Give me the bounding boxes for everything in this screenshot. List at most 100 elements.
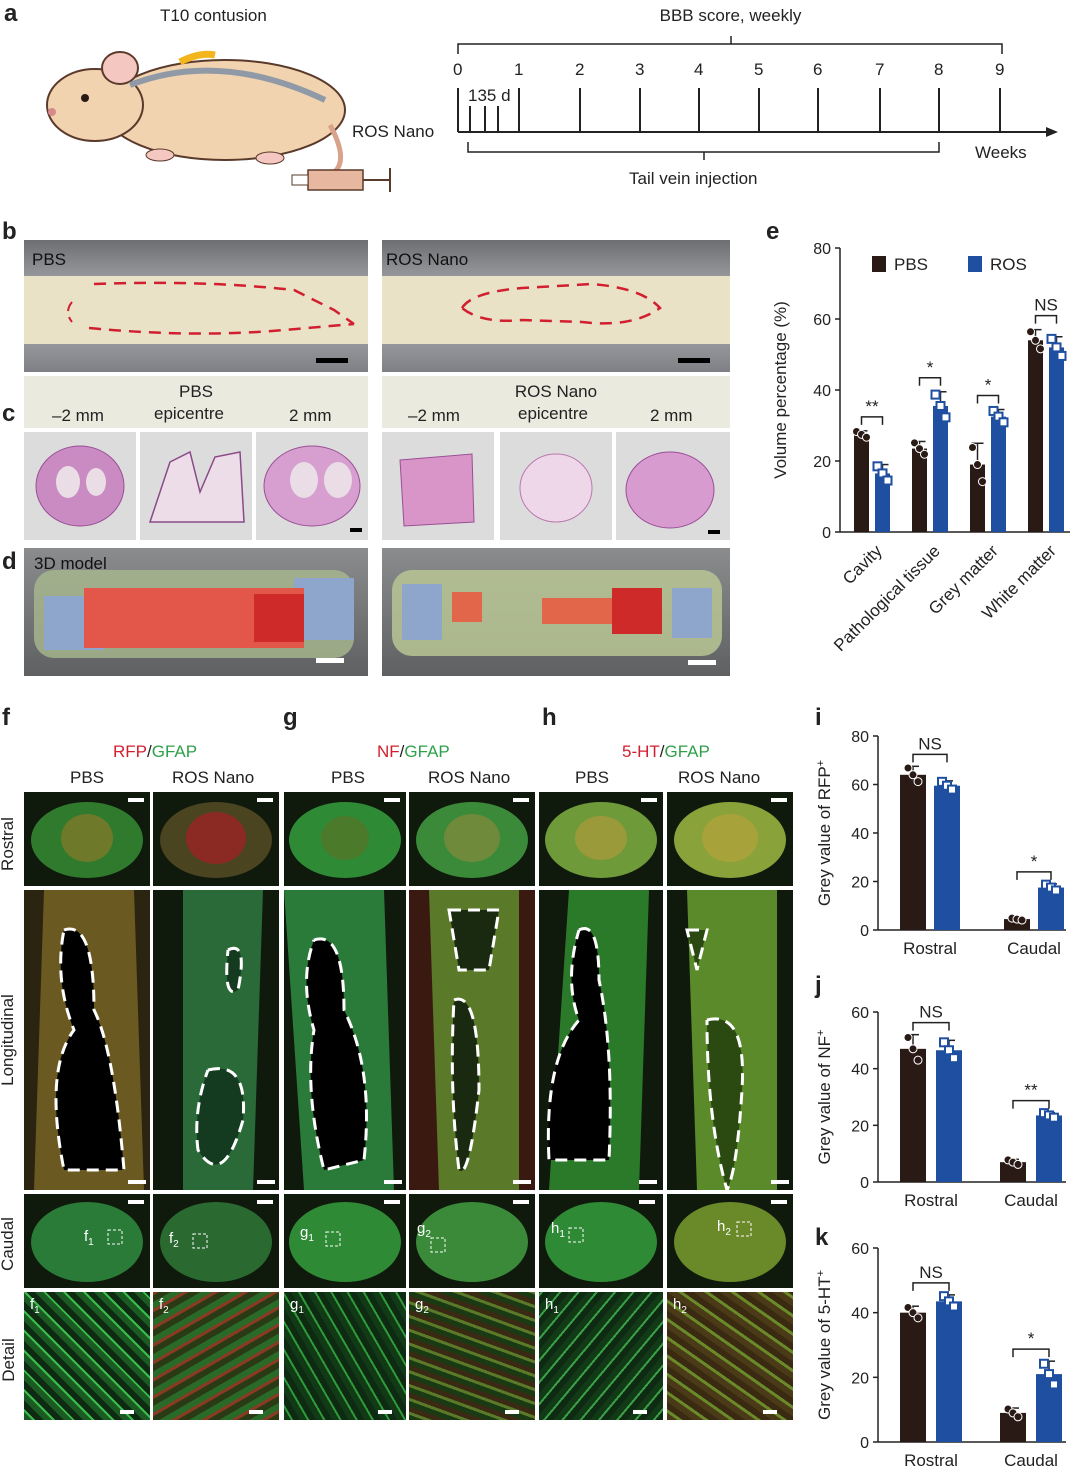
y-tick-label: 0 <box>822 525 831 542</box>
stain-green-f: GFAP <box>151 742 198 761</box>
y-tick-label: 60 <box>813 312 831 329</box>
detail-h1-letter: h <box>545 1296 554 1313</box>
row-caudal: Caudal <box>0 1217 17 1271</box>
y-tick-label: 60 <box>851 1241 869 1258</box>
detail-g2-letter: g <box>415 1296 424 1313</box>
data-point <box>1036 344 1045 354</box>
week-2: 2 <box>575 60 585 79</box>
detail-h2-sub: 2 <box>681 1305 687 1316</box>
panel-label-h: h <box>542 704 557 731</box>
col-g-ros: ROS Nano <box>428 768 511 787</box>
detail-g2-sub: 2 <box>423 1305 429 1316</box>
significance-bracket <box>1034 314 1058 324</box>
y-axis-label: Volume percentage (%) <box>771 301 790 479</box>
significance-bracket <box>912 1021 950 1031</box>
if-g-pbs-caudal: g1 <box>284 1194 406 1288</box>
significance-bracket <box>912 1282 950 1291</box>
detail-f2-letter: f <box>159 1296 164 1313</box>
bbb-label: BBB score, weekly <box>659 6 802 25</box>
if-f-pbs-caudal: f1 <box>24 1194 150 1288</box>
ros-gross-photo: ROS Nano <box>382 240 730 372</box>
roi-f1-sub: 1 <box>88 1237 94 1248</box>
significance-bracket <box>976 394 1000 404</box>
panel-label-e: e <box>766 218 780 245</box>
bar-pbs-1 <box>1004 919 1030 930</box>
panel-a-title: T10 contusion <box>160 6 267 25</box>
stain-label-g: NF/GFAP <box>377 742 450 762</box>
y-axis-label: Grey value of 5-HT+ <box>815 1270 834 1420</box>
data-point <box>1046 333 1057 344</box>
detail-g2: g2 <box>415 1296 429 1316</box>
roi-h2: h2 <box>717 1218 731 1238</box>
week-5: 5 <box>754 60 764 79</box>
he-ros-epicentre <box>500 432 612 540</box>
bar-pbs-3 <box>1028 340 1043 532</box>
y-tick-label: 80 <box>851 729 869 746</box>
data-point <box>998 417 1009 428</box>
bar-ros-0 <box>934 785 960 930</box>
data-point <box>882 475 893 486</box>
data-point <box>910 438 919 448</box>
significance-label: NS <box>918 734 942 753</box>
legend-label-1: ROS <box>990 255 1027 274</box>
x-label-1: Pathological tissue <box>830 541 944 655</box>
if-f-ros-rostral <box>153 792 279 886</box>
roi-h1: h1 <box>551 1220 565 1240</box>
chart-e: 0 20 40 60 80 Volume percentage (%) ** Cavity * P… <box>771 241 1070 655</box>
if-f-ros-detail: f2 <box>153 1292 279 1420</box>
if-h-pbs-caudal: h1 <box>539 1194 663 1288</box>
col-h-pbs: PBS <box>575 768 610 787</box>
chart-i: 0 20 40 60 80 Grey value of RFP+ NS Rostral * Cau… <box>815 729 1066 958</box>
roi-f2: f2 <box>169 1230 179 1250</box>
week-0: 0 <box>453 60 463 79</box>
days-label: 135 d <box>468 86 511 105</box>
data-point <box>1017 915 1027 925</box>
week-1: 1 <box>514 60 524 79</box>
col-h-ros: ROS Nano <box>678 768 761 787</box>
x-label-1: Caudal <box>1004 1191 1058 1210</box>
y-tick-label: 40 <box>851 826 869 843</box>
pbs-3d-model: 3D model <box>24 548 368 676</box>
if-f-pbs-rostral <box>24 792 150 886</box>
bar-pbs-0 <box>854 434 869 532</box>
pbs-epicentre-label: epicentre <box>154 404 224 423</box>
pbs-group-label: PBS <box>178 382 214 401</box>
pbs-gross-photo: PBS <box>24 240 368 372</box>
significance-label: ** <box>865 397 879 416</box>
data-point <box>949 1053 959 1064</box>
significance-label: NS <box>919 1263 943 1282</box>
bar-ros-1 <box>1036 1115 1062 1182</box>
stain-red-h: 5-HT <box>622 742 660 761</box>
data-point <box>920 449 929 459</box>
if-g-ros-caudal: g2 <box>409 1194 535 1288</box>
data-point <box>940 412 951 423</box>
y-axis-label-sup: + <box>815 1270 827 1276</box>
week-8: 8 <box>934 60 944 79</box>
panel-label-d: d <box>2 548 17 575</box>
stain-label-f: RFP/GFAP <box>113 742 197 762</box>
timeline-diagram <box>457 36 1058 160</box>
if-h-pbs-longitudinal <box>539 890 663 1190</box>
significance-label: ** <box>1024 1081 1038 1100</box>
data-point <box>944 1045 954 1056</box>
data-point <box>978 477 987 487</box>
data-point <box>913 1313 923 1323</box>
y-tick-label: 80 <box>813 241 831 258</box>
detail-f1: f1 <box>30 1296 40 1316</box>
data-point <box>903 763 913 773</box>
x-label-1: Caudal <box>1004 1451 1058 1470</box>
if-h-ros-caudal: h2 <box>667 1194 793 1288</box>
data-point <box>908 1044 918 1054</box>
data-point <box>1056 350 1067 361</box>
roi-g1: g1 <box>300 1224 314 1244</box>
panel-label-j: j <box>815 972 822 999</box>
tail-vein-label: Tail vein injection <box>629 169 758 188</box>
ros-section-header: ROS Nano –2 mm epicentre 2 mm <box>382 376 730 428</box>
if-h-ros-detail: h2 <box>667 1292 793 1420</box>
ros-epicentre-label: epicentre <box>518 404 588 423</box>
data-point <box>1051 342 1062 353</box>
detail-g1-sub: 1 <box>298 1305 304 1316</box>
bar-ros-0 <box>875 473 890 532</box>
panel-label-g: g <box>283 704 298 731</box>
if-f-pbs-detail: f1 <box>24 1292 150 1420</box>
